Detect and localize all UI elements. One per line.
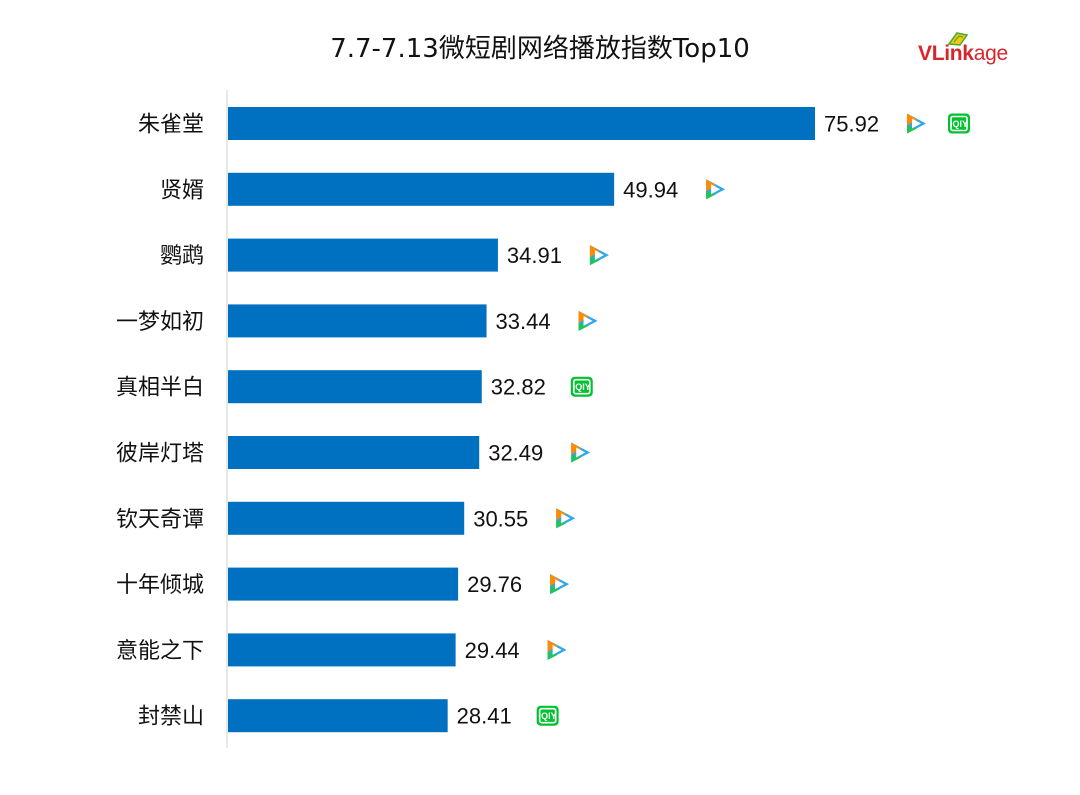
bar <box>228 633 456 667</box>
tencent-video-icon <box>571 442 591 463</box>
bar <box>228 238 498 272</box>
value-label: 29.76 <box>467 572 522 597</box>
bar <box>228 107 815 140</box>
value-label: 33.44 <box>496 309 551 334</box>
svg-text:iQIY: iQIY <box>539 711 557 721</box>
tencent-video-icon <box>589 245 609 266</box>
category-label: 一梦如初 <box>116 310 204 335</box>
bar <box>228 370 482 404</box>
logo-text: VLinkage <box>918 42 1008 65</box>
value-label: 49.94 <box>623 177 678 202</box>
bar <box>228 172 615 206</box>
bar <box>228 501 465 535</box>
svg-text:iQIY: iQIY <box>950 119 968 129</box>
tencent-video-icon <box>706 179 726 200</box>
category-label: 贤婿 <box>160 178 204 203</box>
category-label: 鹦鹉 <box>160 244 204 269</box>
category-label: 封禁山 <box>138 705 204 730</box>
tencent-video-icon <box>547 639 567 660</box>
value-label: 32.49 <box>488 441 543 466</box>
bars-layer: 朱雀堂 75.92 iQIY 贤婿 49.94 鹦鹉 34.91 一梦如初 33.44 真相半白 3… <box>116 107 970 733</box>
tencent-video-icon <box>578 310 598 331</box>
bar <box>228 567 459 601</box>
category-label: 钦天奇谭 <box>116 507 204 532</box>
value-label: 28.41 <box>457 704 512 729</box>
chart-title: 7.7-7.13微短剧网络播放指数Top10 <box>330 34 750 64</box>
value-label: 75.92 <box>824 112 879 137</box>
iqiyi-icon: iQIY <box>948 113 970 134</box>
value-label: 29.44 <box>465 638 520 663</box>
value-label: 34.91 <box>507 243 562 268</box>
tencent-video-icon <box>550 574 570 595</box>
value-label: 32.82 <box>491 375 546 400</box>
svg-text:iQIY: iQIY <box>573 382 591 392</box>
tencent-video-icon <box>907 113 926 134</box>
category-label: 意能之下 <box>116 639 204 664</box>
value-label: 30.55 <box>473 506 528 531</box>
tencent-video-icon <box>556 508 576 529</box>
logo-mark-icon <box>947 32 969 46</box>
category-label: 十年倾城 <box>116 573 204 598</box>
iqiyi-icon: iQIY <box>536 705 559 726</box>
vlinkage-logo: VLinkage <box>918 30 1028 70</box>
category-label: 真相半白 <box>116 376 204 401</box>
bar <box>228 304 487 338</box>
category-label: 彼岸灯塔 <box>116 442 204 467</box>
bar <box>228 436 480 469</box>
bar <box>228 699 448 733</box>
category-label: 朱雀堂 <box>138 113 204 138</box>
iqiyi-icon: iQIY <box>570 376 593 397</box>
